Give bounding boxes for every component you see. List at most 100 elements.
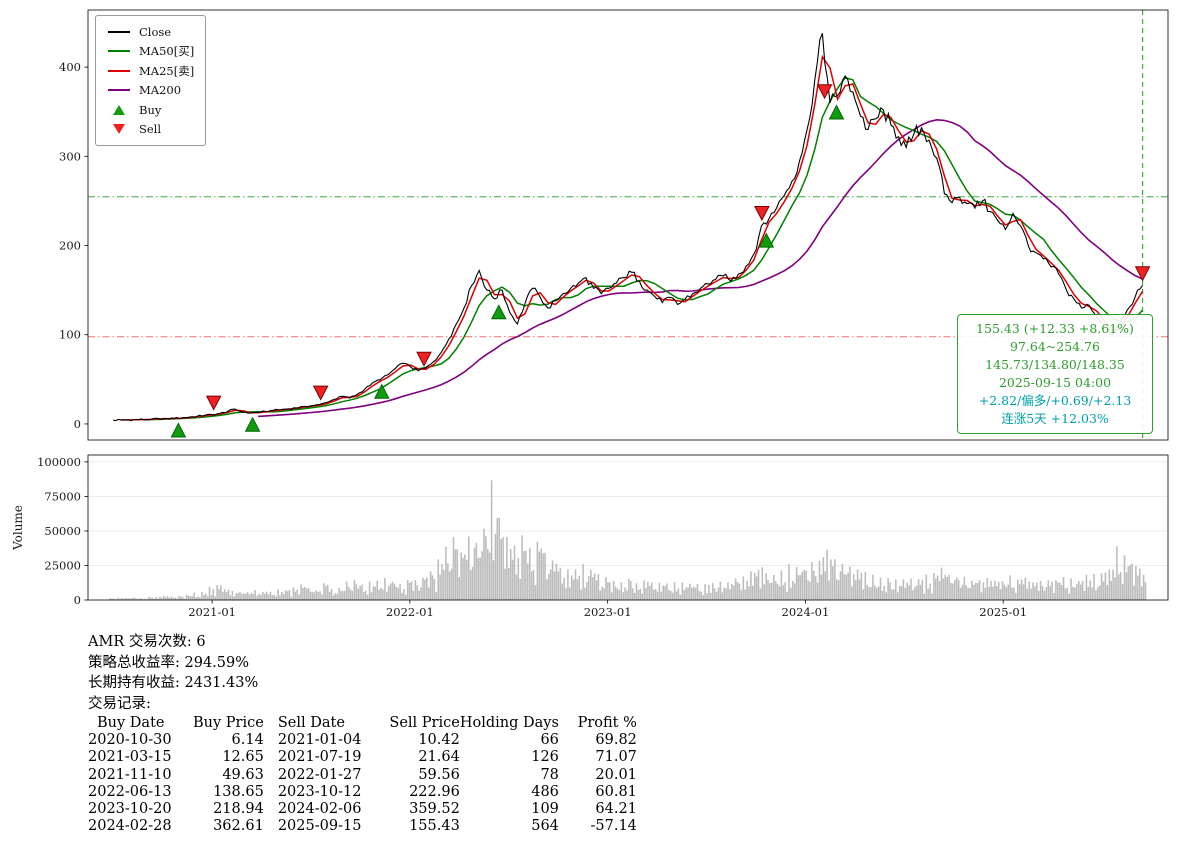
trade-col-header: Profit % (577, 715, 637, 731)
price-volume-chart: 0 100 200 300 400 0 25000 50000 75000 100000 2021-… (11, 9, 1169, 619)
legend-line-sample-icon (104, 30, 134, 33)
volume-gridlines (88, 461, 1168, 566)
tick-label: 2025-01 (979, 605, 1027, 619)
buy-price: 49.63 (222, 766, 264, 783)
sell-triangle-icon (104, 124, 134, 135)
buy-marker (758, 232, 775, 248)
buy-date: 2021-03-15 (88, 749, 172, 766)
sell-marker (1134, 266, 1151, 282)
buy-price: 12.65 (222, 749, 264, 766)
legend-label: MA25[卖] (139, 63, 195, 78)
sell-markers (205, 84, 1151, 411)
annotation-line: 145.73/134.80/148.35 (985, 357, 1125, 372)
buy-price: 6.14 (231, 732, 264, 749)
tick-label: 0 (74, 417, 81, 431)
trade-table-header-row: Buy Date Buy Price Sell Date Sell Price Hold… (88, 715, 637, 732)
trade-row: 2021-11-10 49.63 2022-01-27 59.56 78 20.01 (88, 767, 637, 784)
volume-bars (109, 480, 1147, 600)
ma200-line (258, 118, 1143, 418)
tick-label: Volume (11, 505, 25, 551)
buy-triangle-icon (104, 104, 134, 115)
trade-col-header: Buy Date (97, 715, 165, 731)
sell-marker (205, 395, 222, 411)
annotation-line: 97.64~254.76 (1010, 339, 1100, 354)
buy-marker (373, 383, 390, 399)
buy-marker (244, 416, 261, 432)
holding-days: 109 (531, 801, 559, 818)
buy-marker (828, 104, 845, 120)
buy-date: 2021-11-10 (88, 766, 172, 783)
annotation-line: 连涨5天 +12.03% (1001, 411, 1109, 426)
stat-strategy-return: 策略总收益率: 294.59% (88, 654, 250, 671)
chart-canvas: 0 100 200 300 400 0 25000 50000 75000 100000 2021-… (11, 9, 1169, 619)
profit-pct: -57.14 (590, 818, 637, 835)
profit-pct: 69.82 (595, 732, 637, 749)
buy-price: 362.61 (213, 818, 264, 835)
trade-row: 2020-10-30 6.14 2021-01-04 10.42 66 69.82 (88, 732, 637, 749)
legend-label: MA50[买] (139, 44, 195, 59)
tick-label: 0 (74, 593, 81, 607)
tick-label: 2023-01 (584, 605, 632, 619)
legend-label: Sell (139, 122, 162, 137)
tick-label: 300 (59, 149, 81, 163)
tick-label: 100000 (37, 455, 81, 469)
profit-pct: 71.07 (595, 749, 637, 766)
legend-item-ma25: MA25[卖] (104, 61, 194, 81)
legend-item-close: Close (104, 22, 194, 42)
tick-label: 400 (59, 60, 81, 74)
annotation-line: 2025-09-15 04:00 (998, 375, 1112, 390)
sell-date: 2021-07-19 (277, 749, 362, 766)
tick-label: 25000 (44, 558, 81, 572)
legend-label: MA200 (139, 83, 182, 98)
stat-hold-return: 长期持有收益: 2431.43% (88, 675, 259, 691)
tick-label: 100 (59, 328, 81, 342)
sell-price: 155.43 (409, 818, 460, 835)
holding-days: 486 (531, 783, 559, 800)
close-line (113, 33, 1144, 422)
trade-row: 2021-03-15 12.65 2021-07-19 21.64 126 71.07 (88, 749, 637, 766)
annotation-line: +2.82/偏多/+0.69/+2.13 (978, 393, 1132, 408)
tick-label: 2022-01 (386, 605, 434, 619)
tick-label: 2024-01 (782, 605, 830, 619)
legend-item-ma50: MA50[买] (104, 42, 194, 62)
legend-line-sample-icon (104, 89, 134, 92)
annotation-line: 155.43 (+12.33 +8.61%) (976, 321, 1134, 336)
profit-pct: 20.01 (595, 766, 637, 783)
trade-row: 2022-06-13 138.65 2023-10-12 222.96 486 60.81 (88, 784, 637, 801)
legend-line-sample-icon (104, 69, 134, 72)
quote-annotation: 155.43 (+12.33 +8.61%) 97.64~254.76 145.73… (957, 314, 1153, 434)
tick-label: 2021-01 (188, 605, 236, 619)
sell-date: 2021-01-04 (277, 732, 362, 749)
buy-date: 2022-06-13 (88, 783, 172, 800)
sell-date: 2022-01-27 (277, 766, 362, 783)
trade-col-header: Sell Date (277, 715, 345, 731)
stat-trade-count: AMR 交易次数: 6 (88, 634, 206, 650)
trade-col-header: Holding Days (459, 715, 559, 731)
buy-date: 2023-10-20 (88, 801, 172, 818)
buy-marker (170, 422, 187, 438)
trade-row: 2024-02-28 362.61 2025-09-15 155.43 564 -57.1… (88, 818, 637, 835)
profit-pct: 64.21 (595, 801, 637, 818)
sell-price: 10.42 (418, 732, 460, 749)
legend-item-sell: Sell (104, 120, 194, 140)
sell-marker (816, 84, 833, 100)
buy-date: 2020-10-30 (88, 732, 172, 749)
tick-label: 200 (59, 239, 81, 253)
sell-price: 222.96 (409, 783, 460, 800)
strategy-summary: AMR 交易次数: 6 策略总收益率: 294.59% 长期持有收益: 2431… (88, 632, 637, 835)
trade-table: Buy Date Buy Price Sell Date Sell Price Hold… (88, 715, 637, 835)
sell-price: 21.64 (418, 749, 460, 766)
sell-price: 359.52 (409, 801, 460, 818)
holding-days: 66 (540, 732, 559, 749)
legend-label: Buy (139, 102, 162, 117)
buy-date: 2024-02-28 (88, 818, 172, 835)
trade-records-label: 交易记录: (88, 695, 151, 712)
holding-days: 78 (540, 766, 559, 783)
holding-days: 564 (531, 818, 559, 835)
legend-item-ma200: MA200 (104, 81, 194, 101)
chart-legend: Close MA50[买] MA25[卖] MA200 Buy Sell (95, 15, 207, 146)
tick-labels: 0 100 200 300 400 0 25000 50000 75000 100000 2021-… (11, 60, 1027, 619)
buy-price: 218.94 (213, 801, 264, 818)
sell-date: 2025-09-15 (277, 818, 362, 835)
legend-label: Close (139, 24, 172, 39)
